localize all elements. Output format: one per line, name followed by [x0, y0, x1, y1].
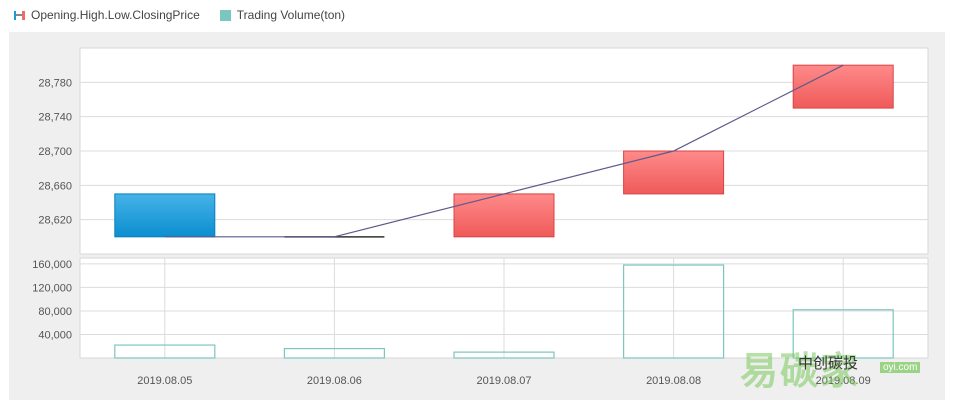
x-tick-label: 2019.08.09 — [816, 375, 871, 387]
candle — [453, 193, 555, 238]
volume-tick-label: 120,000 — [32, 282, 72, 294]
x-tick-label: 2019.08.08 — [646, 375, 701, 387]
x-axis: 2019.08.05 2019.08.06 2019.08.07 2019.08.08… — [137, 375, 870, 387]
candle — [792, 64, 894, 109]
volume-bar — [283, 347, 385, 359]
price-tick-label: 28,620 — [38, 215, 72, 227]
price-tick-label: 28,780 — [38, 77, 72, 89]
volume-tick-label: 160,000 — [32, 259, 72, 271]
volume-panel: 40,000 80,000 120,000 160,000 — [32, 257, 929, 359]
price-tick-label: 28,740 — [38, 112, 72, 124]
x-tick-label: 2019.08.07 — [476, 375, 531, 387]
volume-bar — [114, 344, 216, 359]
volume-bar — [792, 309, 894, 359]
candle — [114, 193, 216, 238]
x-tick-label: 2019.08.05 — [137, 375, 192, 387]
candle — [623, 150, 725, 195]
volume-swatch-icon — [219, 9, 231, 21]
legend-item-volume[interactable]: Trading Volume(ton) — [219, 8, 346, 22]
price-line — [164, 64, 844, 238]
chart-legend: Opening.High.Low.ClosingPrice Trading Vo… — [14, 6, 365, 24]
candlestick-icon — [14, 10, 25, 21]
volume-bar — [622, 264, 725, 359]
legend-item-price[interactable]: Opening.High.Low.ClosingPrice — [14, 8, 200, 22]
price-tick-label: 28,660 — [38, 180, 72, 192]
price-tick-label: 28,700 — [38, 146, 72, 158]
legend-label-price: Opening.High.Low.ClosingPrice — [31, 8, 200, 22]
price-panel: 28,620 28,660 28,700 28,740 28,780 — [38, 47, 929, 255]
volume-tick-label: 80,000 — [38, 306, 72, 318]
volume-tick-label: 40,000 — [38, 329, 72, 341]
volume-bar — [453, 351, 555, 359]
x-tick-label: 2019.08.06 — [307, 375, 362, 387]
legend-label-volume: Trading Volume(ton) — [236, 8, 346, 22]
